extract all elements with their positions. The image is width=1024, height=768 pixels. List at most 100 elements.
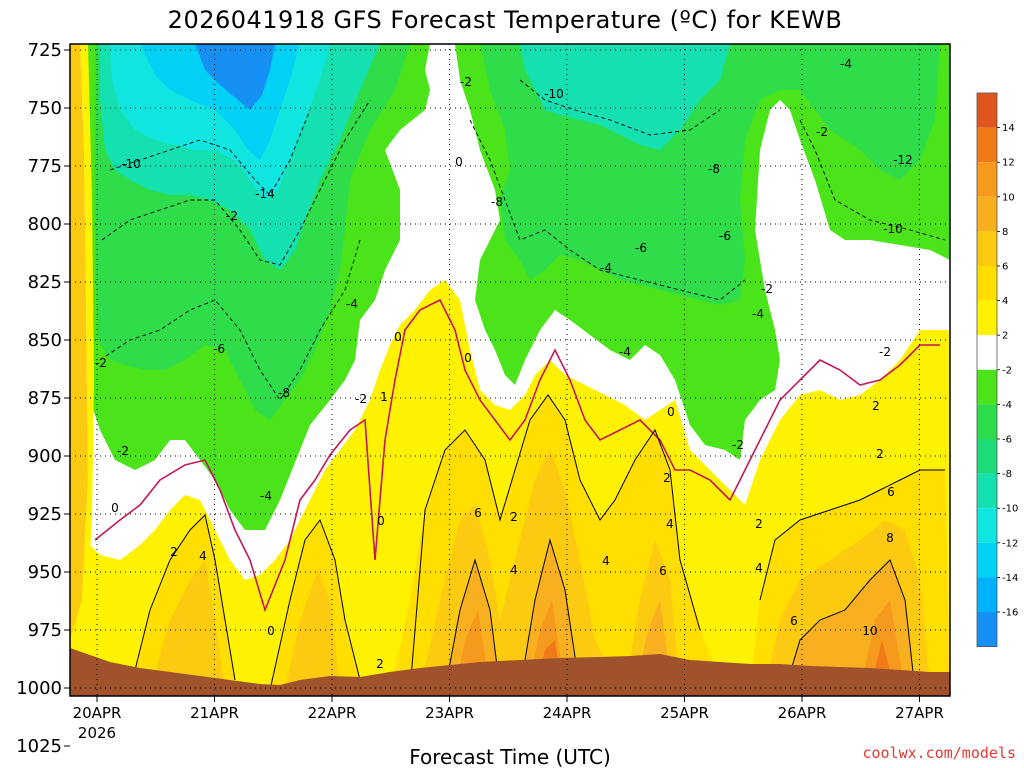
- credit-link[interactable]: coolwx.com/models: [862, 744, 1016, 762]
- contour-label: -2: [761, 282, 773, 296]
- contour-label: -2: [355, 392, 367, 406]
- x-axis: 20APR 2026 21APR 22APR 23APR 24APR 25APR 26APR 2…: [73, 696, 944, 742]
- contour-label: 4: [510, 563, 518, 577]
- colorbar-label: -6: [1002, 435, 1012, 446]
- colorbar-label: 6: [1002, 262, 1008, 273]
- y-tick-label: 875: [28, 388, 62, 409]
- contour-label: 0: [111, 501, 119, 515]
- colorbar-bin: [977, 473, 997, 509]
- contour-label: -8: [491, 195, 503, 209]
- contour-label: -2: [226, 209, 238, 223]
- contour-label: -2: [732, 438, 744, 452]
- zero-contour-line: [94, 298, 940, 613]
- contour-label: -2: [816, 125, 828, 139]
- contour-label: -2: [95, 356, 107, 370]
- contour-label: 6: [887, 485, 895, 499]
- colorbar-label: -8: [1002, 469, 1012, 480]
- colorbar-label: 10: [1002, 192, 1015, 203]
- x-tick-label: 24APR: [543, 704, 592, 722]
- contour-label: -12: [893, 153, 913, 167]
- y-axis: 725 750 775 800 825 850 875 900 925 950 975 1000 102…: [16, 40, 70, 757]
- contour-label: 4: [199, 549, 207, 563]
- x-tick-label: 25APR: [660, 704, 709, 722]
- contour-label: 6: [474, 506, 482, 520]
- chart-title: 2026041918 GFS Forecast Temperature (ºC)…: [168, 6, 843, 34]
- colorbar-label: -14: [1002, 573, 1018, 584]
- contour-label: 2: [755, 517, 763, 531]
- colorbar-label: 14: [1002, 123, 1015, 134]
- colorbar-label: 8: [1002, 227, 1008, 238]
- contour-label: 0: [455, 155, 463, 169]
- y-tick-label: 950: [28, 562, 62, 583]
- colorbar-label: -10: [1002, 504, 1018, 515]
- colorbar-bin: [977, 162, 997, 197]
- contour-label: 4: [666, 517, 674, 531]
- colorbar-bin: [977, 300, 997, 336]
- contour-label: 2: [663, 471, 671, 485]
- contour-label: -4: [840, 57, 852, 71]
- y-tick-label: 800: [28, 214, 62, 235]
- colorbar-bin: [977, 404, 997, 439]
- contour-label: 0: [667, 405, 675, 419]
- x-tick-label: 27APR: [895, 704, 944, 722]
- colorbar-bin: [977, 93, 997, 128]
- y-tick-label: 1025: [16, 736, 62, 757]
- field-left-column-outer: [80, 44, 94, 620]
- ground-surface: [70, 648, 950, 696]
- colorbar-bin: [977, 231, 997, 266]
- field-plus10-cells: [455, 600, 905, 690]
- contour-label: 4: [602, 554, 610, 568]
- contour-label: -4: [619, 345, 631, 359]
- y-tick-label: 825: [28, 272, 62, 293]
- colorbar-bin: [977, 577, 997, 612]
- field-minus16: [195, 44, 275, 110]
- colorbar-label: 12: [1002, 158, 1015, 169]
- colorbar-bin: [977, 266, 997, 301]
- contour-label: -10: [121, 157, 141, 171]
- field-plus8-cells: [445, 540, 915, 690]
- y-tick-label: 900: [28, 446, 62, 467]
- x-tick-label: 20APR: [73, 704, 122, 722]
- colorbar-label: 4: [1002, 296, 1008, 307]
- contour-label: 0: [377, 514, 385, 528]
- colorbar-bin: [977, 335, 997, 370]
- y-tick-label: 975: [28, 620, 62, 641]
- contour-label: 6: [659, 564, 667, 578]
- contour-label: -14: [255, 187, 275, 201]
- contour-label: 0: [267, 624, 275, 638]
- field-plus6-cells: [150, 450, 930, 690]
- contour-label: 0: [394, 330, 402, 344]
- colorbar-bin: [977, 542, 997, 578]
- x-axis-title: Forecast Time (UTC): [409, 745, 611, 768]
- grid-lines: [70, 44, 950, 696]
- y-tick-label: 775: [28, 156, 62, 177]
- colorbar: 14 12 10 8 6 4 2 -2 -4 -6 -8 -10 -12 -14 -16: [976, 92, 1018, 647]
- plot-frame: [69, 43, 951, 697]
- contour-label: 6: [790, 614, 798, 628]
- colorbar-label: -12: [1002, 538, 1018, 549]
- contour-label: -6: [635, 241, 647, 255]
- contour-label: -2: [117, 444, 129, 458]
- colorbar-label: -2: [1002, 365, 1012, 376]
- contour-label: 10: [862, 624, 877, 638]
- contour-label: -4: [260, 489, 272, 503]
- colorbar-bin: [977, 612, 997, 647]
- colorbar-bin: [977, 508, 997, 543]
- y-tick-label: 925: [28, 504, 62, 525]
- contour-label: 4: [755, 561, 763, 575]
- contour-label: -6: [213, 342, 225, 356]
- field-left-column: [70, 44, 88, 640]
- colorbar-bin: [977, 439, 997, 474]
- colorbar-bin: [977, 127, 997, 163]
- contour-label: -2: [879, 345, 891, 359]
- contour-labels: -2 -10 -4 0 -10 -8 -14 -12 -2 -8 -6 -2 -6 -4 -10 -2 -6 -4…: [95, 57, 913, 671]
- colorbar-label: -16: [1002, 608, 1018, 619]
- x-tick-sublabel: 2026: [78, 724, 116, 742]
- contour-label: -4: [600, 261, 612, 275]
- contour-label: -2: [460, 75, 472, 89]
- colorbar-label: -4: [1002, 400, 1012, 411]
- plot-area: [70, 44, 950, 696]
- contour-label: -10: [544, 87, 564, 101]
- contour-label: 2: [170, 545, 178, 559]
